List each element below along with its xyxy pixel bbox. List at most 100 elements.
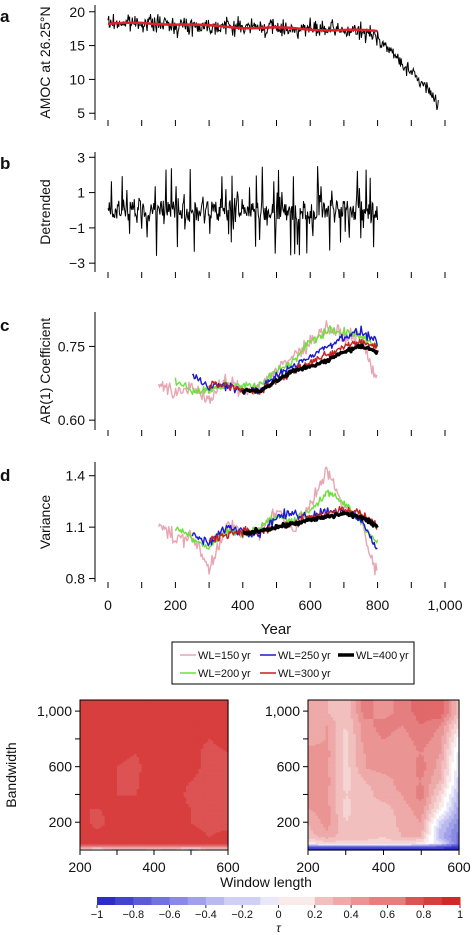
heatmap-cell	[89, 771, 93, 774]
heatmap-cell	[210, 813, 214, 816]
heatmap-cell	[205, 751, 209, 754]
heatmap-cell	[119, 720, 123, 723]
heatmap-cell	[188, 798, 192, 801]
heatmap-cell	[183, 798, 187, 801]
heatmap-cell	[109, 835, 113, 838]
heatmap-cell	[141, 768, 145, 771]
heatmap-cell	[210, 768, 214, 771]
heatmap-cell	[198, 778, 202, 781]
heatmap-cell	[126, 778, 130, 781]
heatmap-cell	[181, 833, 185, 836]
heatmap-cell	[181, 795, 185, 798]
heatmap-cell	[188, 718, 192, 721]
heatmap-cell	[210, 710, 214, 713]
heatmap-cell	[84, 726, 88, 729]
heatmap-cell	[99, 836, 103, 839]
heatmap-cell	[210, 821, 214, 824]
heatmap-cell	[107, 750, 111, 753]
heatmap-cell	[200, 770, 204, 773]
heatmap-cell	[121, 716, 125, 719]
heatmap-cell	[158, 791, 162, 794]
heatmap-cell	[198, 728, 202, 731]
heatmap-cell	[149, 756, 153, 759]
heatmap-cell	[203, 760, 207, 763]
heatmap-cell	[112, 778, 116, 781]
heatmap-cell	[183, 830, 187, 833]
heatmap-cell	[198, 760, 202, 763]
heatmap-cell	[80, 701, 84, 704]
heatmap-cell	[213, 823, 217, 826]
heatmap-cell	[117, 780, 121, 783]
heatmap-cell	[191, 753, 195, 756]
heatmap-cell	[166, 813, 170, 816]
heatmap-cell	[163, 790, 167, 793]
heatmap-cell	[203, 798, 207, 801]
heatmap-cell	[129, 811, 133, 814]
heatmap-cell	[191, 788, 195, 791]
heatmap-cell	[161, 733, 165, 736]
legend-label: WL=150 yr	[198, 650, 251, 662]
heatmap-cell	[117, 728, 121, 731]
heatmap-cell	[186, 773, 190, 776]
heatmap-cell	[89, 833, 93, 836]
heatmap-cell	[82, 813, 86, 816]
heatmap-cell	[186, 848, 190, 851]
heatmap-cell	[92, 831, 96, 834]
heatmap-cell	[210, 771, 214, 774]
heatmap-cell	[151, 755, 155, 758]
heatmap-cell	[151, 775, 155, 778]
heatmap-cell	[210, 823, 214, 826]
heatmap-cell	[129, 785, 133, 788]
heatmap-cell	[149, 791, 153, 794]
heatmap-cell	[129, 831, 133, 834]
heatmap-cell	[183, 718, 187, 721]
heatmap-cell	[107, 796, 111, 799]
heatmap-cell	[181, 811, 185, 814]
heatmap-cell	[102, 820, 106, 823]
heatmap-cell	[198, 775, 202, 778]
heatmap-cell	[158, 746, 162, 749]
heatmap-cell	[131, 790, 135, 793]
heatmap-cell	[139, 813, 143, 816]
heatmap-cell	[200, 813, 204, 816]
heatmap-cell	[89, 726, 93, 729]
heatmap-cell	[80, 741, 84, 744]
heatmap-cell	[134, 801, 138, 804]
heatmap-cell	[94, 775, 98, 778]
heatmap-cell	[193, 798, 197, 801]
heatmap-cell	[131, 818, 135, 821]
heatmap-cell	[114, 746, 118, 749]
heatmap-cell	[203, 811, 207, 814]
heatmap-cell	[195, 716, 199, 719]
heatmap-cell	[210, 810, 214, 813]
heatmap-cell	[161, 718, 165, 721]
heatmap-cell	[109, 830, 113, 833]
heatmap-cell	[117, 768, 121, 771]
heatmap-cell	[92, 740, 96, 743]
heatmap-cell	[146, 763, 150, 766]
heatmap-cell	[136, 738, 140, 741]
heatmap-cell	[121, 738, 125, 741]
heatmap-cell	[158, 765, 162, 768]
heatmap-cell	[114, 800, 118, 803]
heatmap-cell	[166, 703, 170, 706]
heatmap-cell	[117, 795, 121, 798]
heatmap-cell	[109, 823, 113, 826]
heatmap-cell	[156, 806, 160, 809]
heatmap-cell	[80, 831, 84, 834]
heatmap-cell	[109, 746, 113, 749]
heatmap-cell	[191, 716, 195, 719]
heatmap-cell	[208, 748, 212, 751]
heatmap-cell	[126, 718, 130, 721]
heatmap-cell	[102, 736, 106, 739]
heatmap-cell	[119, 791, 123, 794]
heatmap-cell	[114, 720, 118, 723]
heatmap-cell	[144, 811, 148, 814]
heatmap-cell	[134, 773, 138, 776]
heatmap-cell	[173, 738, 177, 741]
heatmap-cell	[129, 780, 133, 783]
heatmap-cell	[186, 723, 190, 726]
heatmap-cell	[99, 726, 103, 729]
heatmap-cell	[176, 733, 180, 736]
heatmap-cell	[183, 701, 187, 704]
